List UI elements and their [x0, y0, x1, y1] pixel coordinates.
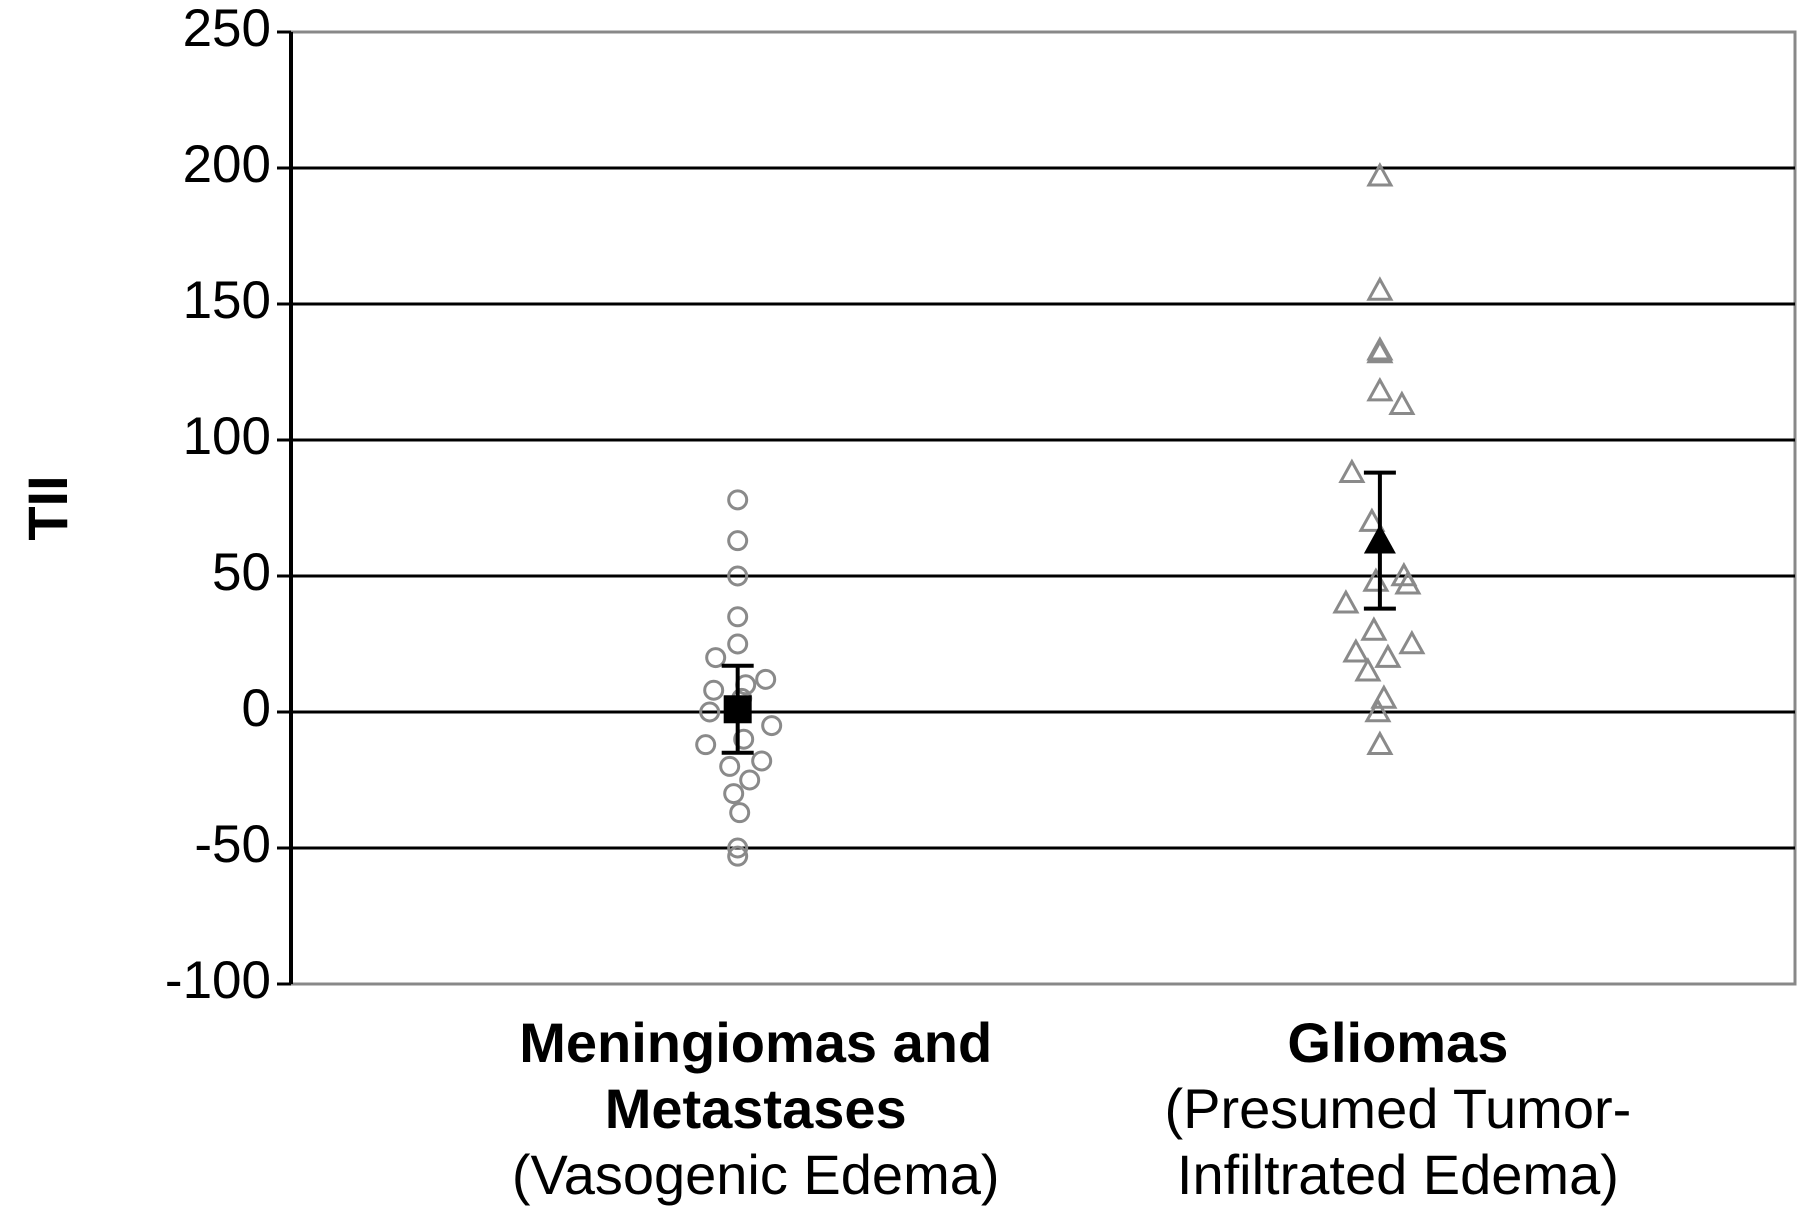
category-label: Gliomas — [1287, 1011, 1508, 1074]
point — [729, 802, 751, 824]
point — [727, 489, 749, 511]
point — [695, 734, 717, 756]
point — [727, 606, 749, 628]
point — [1358, 507, 1386, 532]
point — [1398, 629, 1426, 655]
category-note: (Presumed Tumor- — [1164, 1077, 1631, 1140]
point — [1338, 458, 1366, 483]
point — [699, 701, 721, 723]
point — [727, 565, 749, 587]
mean-marker — [1363, 524, 1396, 554]
point — [1362, 567, 1390, 592]
point — [1366, 376, 1394, 402]
y-tick-label: -50 — [194, 815, 271, 874]
point — [1354, 657, 1382, 682]
y-tick-label: 100 — [183, 407, 271, 466]
y-axis-label: TII — [16, 475, 79, 540]
point — [705, 647, 727, 669]
point — [1332, 589, 1360, 614]
point — [1388, 390, 1416, 415]
point — [739, 769, 761, 791]
y-tick-label: 250 — [183, 0, 271, 58]
point — [1374, 643, 1402, 668]
point — [723, 783, 745, 805]
point — [1366, 338, 1394, 364]
point — [751, 750, 773, 772]
point — [1394, 570, 1422, 595]
category-note: (Vasogenic Edema) — [512, 1143, 1000, 1206]
point — [1360, 616, 1388, 641]
point — [1370, 684, 1398, 709]
point — [1342, 638, 1370, 663]
point — [1366, 730, 1394, 755]
point — [1366, 276, 1394, 301]
point — [719, 755, 741, 777]
y-tick-label: -100 — [165, 951, 271, 1010]
point — [727, 845, 749, 867]
plot-frame — [289, 30, 1797, 986]
category-label: Meningiomas and — [519, 1011, 992, 1074]
category-note: Infiltrated Edema) — [1177, 1143, 1619, 1206]
point — [1366, 162, 1394, 187]
point — [727, 633, 749, 655]
y-tick-label: 200 — [183, 135, 271, 194]
category-label: Metastases — [605, 1077, 907, 1140]
y-tick-label: 150 — [183, 271, 271, 330]
point — [755, 668, 777, 690]
y-tick-label: 0 — [242, 679, 271, 738]
y-tick-label: 50 — [212, 543, 271, 602]
point — [1364, 697, 1392, 723]
point — [703, 679, 725, 701]
point — [733, 728, 755, 750]
mean-marker — [723, 695, 752, 724]
point — [727, 530, 749, 552]
point — [727, 837, 749, 859]
point — [761, 715, 783, 737]
